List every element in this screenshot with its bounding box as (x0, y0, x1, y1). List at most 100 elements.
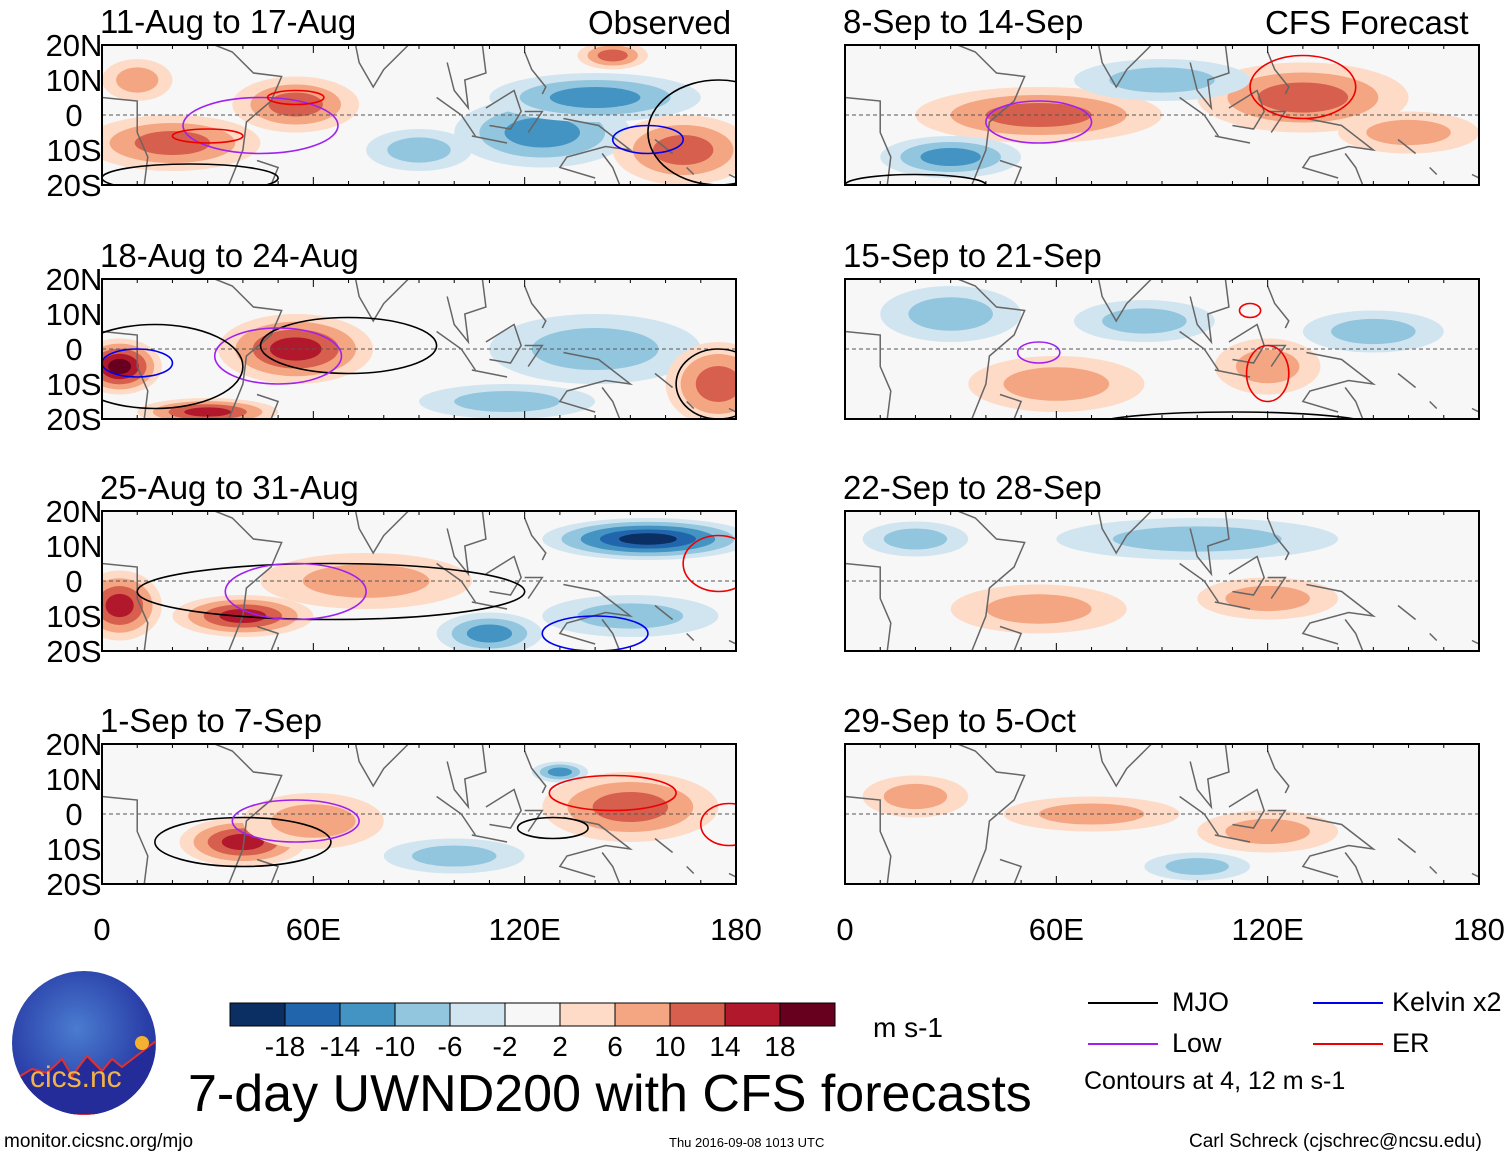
coastline (523, 517, 547, 561)
coastline (558, 117, 634, 179)
coastline (654, 837, 674, 854)
anomaly-shade (1102, 308, 1187, 334)
panel-8: 29-Sep to 5-Oct (843, 702, 1480, 885)
colorbar-swatch (779, 1002, 836, 1027)
anomaly-shade (1225, 585, 1310, 612)
coastline (1471, 639, 1479, 645)
footer-timestamp: Thu 2016-09-08 1013 UTC (669, 1135, 825, 1150)
panel-field (845, 279, 1479, 419)
colorbar-tick-label: 6 (607, 1031, 623, 1062)
lat-tick-label: 10N (46, 762, 103, 797)
coastline (728, 173, 736, 179)
colorbar-tick-label: 2 (552, 1031, 568, 1062)
colorbar-tick-label: 14 (709, 1031, 740, 1062)
coastline (436, 330, 476, 371)
coastline (523, 51, 547, 95)
coastline (1471, 173, 1479, 179)
coastline (1228, 788, 1265, 829)
contour-mjo (154, 816, 332, 868)
contour-low (985, 100, 1093, 144)
coastline (1397, 604, 1417, 621)
anomaly-shade (908, 297, 993, 331)
colorbar-swatch (284, 1002, 341, 1027)
contour-mjo (1106, 411, 1359, 419)
anomaly-shade (1257, 82, 1349, 113)
lon-tick-label: 0 (93, 912, 110, 947)
coastline (1397, 837, 1417, 854)
colorbar-units: m s-1 (873, 1012, 943, 1043)
panel-field (102, 744, 736, 884)
panel-field (102, 279, 736, 419)
lat-tick-label: 10S (46, 832, 101, 867)
coastline (471, 369, 508, 378)
coastline (999, 393, 1023, 419)
coastline (728, 872, 736, 878)
anomaly-shade (597, 49, 628, 62)
coastline (1214, 369, 1251, 378)
coastline (214, 45, 283, 185)
coastline (558, 816, 634, 878)
coastline (1301, 351, 1377, 413)
anomaly-shade (1225, 818, 1310, 845)
coastline (256, 625, 280, 651)
logo-mountains (12, 1036, 156, 1115)
anomaly-shade (1109, 67, 1215, 93)
coastline (524, 110, 544, 133)
anomaly-shade (1366, 119, 1451, 146)
chart-title: 7-day UWND200 with CFS forecasts (188, 1065, 1032, 1123)
contour-kelvin (541, 615, 649, 651)
coastline (1397, 372, 1417, 389)
coastline (601, 619, 621, 651)
lat-tick-label: 20S (46, 168, 101, 203)
contour-mjo (845, 173, 987, 185)
coastline (654, 372, 674, 389)
lon-tick-label: 60E (286, 912, 341, 947)
contour-mjo (102, 323, 244, 410)
coastline (306, 744, 427, 788)
coastline (654, 604, 674, 621)
contour-mjo (136, 562, 526, 621)
contour-er (266, 89, 325, 106)
anomaly-shade (454, 391, 560, 412)
colorbar-swatch (614, 1002, 671, 1027)
coastline (999, 625, 1023, 651)
panel-title: 8-Sep to 14-Sep (843, 3, 1083, 40)
coastline (1179, 795, 1219, 836)
cics-logo: cics.nc (12, 971, 156, 1115)
anomaly-shade (592, 792, 669, 822)
panel-field (845, 511, 1479, 651)
colorbar-swatch (504, 1002, 561, 1027)
contour-er (1238, 302, 1262, 319)
anomaly-shade (652, 135, 714, 165)
lat-tick-label: 10N (46, 529, 103, 564)
coastline (524, 576, 544, 599)
coastline (102, 795, 149, 884)
coastline (1429, 632, 1438, 642)
coastline (306, 45, 427, 89)
anomaly-shade (619, 533, 677, 545)
coastline (524, 809, 544, 832)
coastline (436, 795, 476, 836)
contour-mjo (647, 79, 736, 185)
coastline (524, 344, 544, 367)
anomaly-shade (695, 366, 736, 402)
panel-title: 22-Sep to 28-Sep (843, 469, 1102, 506)
coastline (471, 834, 508, 843)
panel-title: 25-Aug to 31-Aug (100, 469, 359, 506)
coastline (845, 795, 892, 884)
contour-er (171, 128, 244, 144)
contour-er (1245, 344, 1290, 403)
lat-tick-label: 0 (65, 797, 82, 832)
anomaly-shade (985, 594, 1092, 624)
contour-mjo (516, 816, 589, 840)
lat-tick-label: 10S (46, 599, 101, 634)
lat-tick-label: 20S (46, 867, 101, 902)
lat-tick-label: 20N (46, 262, 103, 297)
coastline (1189, 744, 1230, 810)
anomaly-shade (883, 783, 948, 810)
coastline (1344, 852, 1364, 884)
coastline (845, 330, 892, 419)
anomaly-shade (547, 767, 572, 777)
anomaly-shade (411, 845, 497, 867)
